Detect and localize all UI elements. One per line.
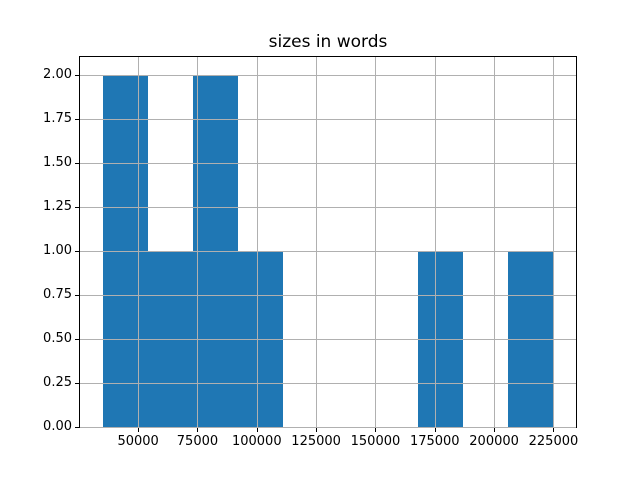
y-gridline bbox=[80, 118, 576, 120]
plot-area bbox=[79, 56, 577, 428]
y-gridline bbox=[80, 382, 576, 384]
x-tick-mark bbox=[553, 428, 555, 432]
x-gridline bbox=[375, 57, 377, 427]
y-tick-label: 2.00 bbox=[43, 66, 72, 82]
y-tick-mark bbox=[75, 427, 79, 428]
y-tick-label: 1.75 bbox=[43, 110, 72, 126]
y-tick-mark bbox=[75, 294, 79, 296]
x-gridline bbox=[316, 57, 318, 427]
x-tick-mark bbox=[138, 428, 140, 432]
y-tick-mark bbox=[75, 338, 79, 340]
x-tick-label: 150000 bbox=[350, 434, 401, 449]
y-tick-label: 1.00 bbox=[43, 242, 72, 258]
x-tick-mark bbox=[375, 428, 377, 432]
y-gridline bbox=[80, 162, 576, 164]
y-gridline bbox=[80, 294, 576, 296]
x-gridline bbox=[434, 57, 436, 427]
x-tick-label: 100000 bbox=[231, 434, 282, 449]
x-tick-mark bbox=[197, 428, 199, 432]
y-tick-mark bbox=[75, 74, 79, 76]
x-tick-mark bbox=[494, 428, 496, 432]
x-tick-mark bbox=[256, 428, 258, 432]
x-tick-label: 200000 bbox=[469, 434, 519, 449]
y-tick-mark bbox=[75, 250, 79, 252]
y-tick-label: 1.50 bbox=[43, 154, 72, 170]
y-gridline bbox=[80, 250, 576, 252]
y-tick-label: 0.50 bbox=[43, 330, 72, 346]
x-gridline bbox=[138, 57, 140, 427]
y-tick-mark bbox=[75, 162, 79, 164]
x-tick-label: 50000 bbox=[117, 434, 159, 449]
x-gridline bbox=[494, 57, 496, 427]
y-gridline bbox=[80, 74, 576, 76]
x-gridline bbox=[256, 57, 258, 427]
x-tick-label: 225000 bbox=[528, 434, 579, 449]
x-gridline bbox=[197, 57, 199, 427]
y-gridline bbox=[80, 427, 576, 428]
y-gridline bbox=[80, 206, 576, 208]
y-tick-mark bbox=[75, 206, 79, 208]
y-tick-label: 0.75 bbox=[43, 286, 72, 302]
x-tick-label: 125000 bbox=[291, 434, 341, 449]
x-tick-label: 175000 bbox=[409, 434, 460, 449]
y-gridline bbox=[80, 338, 576, 340]
x-gridline bbox=[553, 57, 555, 427]
y-tick-label: 1.25 bbox=[43, 198, 72, 214]
y-tick-label: 0.00 bbox=[43, 419, 72, 434]
x-tick-mark bbox=[434, 428, 436, 432]
x-tick-mark bbox=[316, 428, 318, 432]
chart-title: sizes in words bbox=[268, 32, 388, 52]
y-tick-label: 0.25 bbox=[43, 374, 72, 390]
y-tick-mark bbox=[75, 118, 79, 120]
x-tick-label: 75000 bbox=[176, 434, 219, 449]
y-tick-mark bbox=[75, 382, 79, 384]
